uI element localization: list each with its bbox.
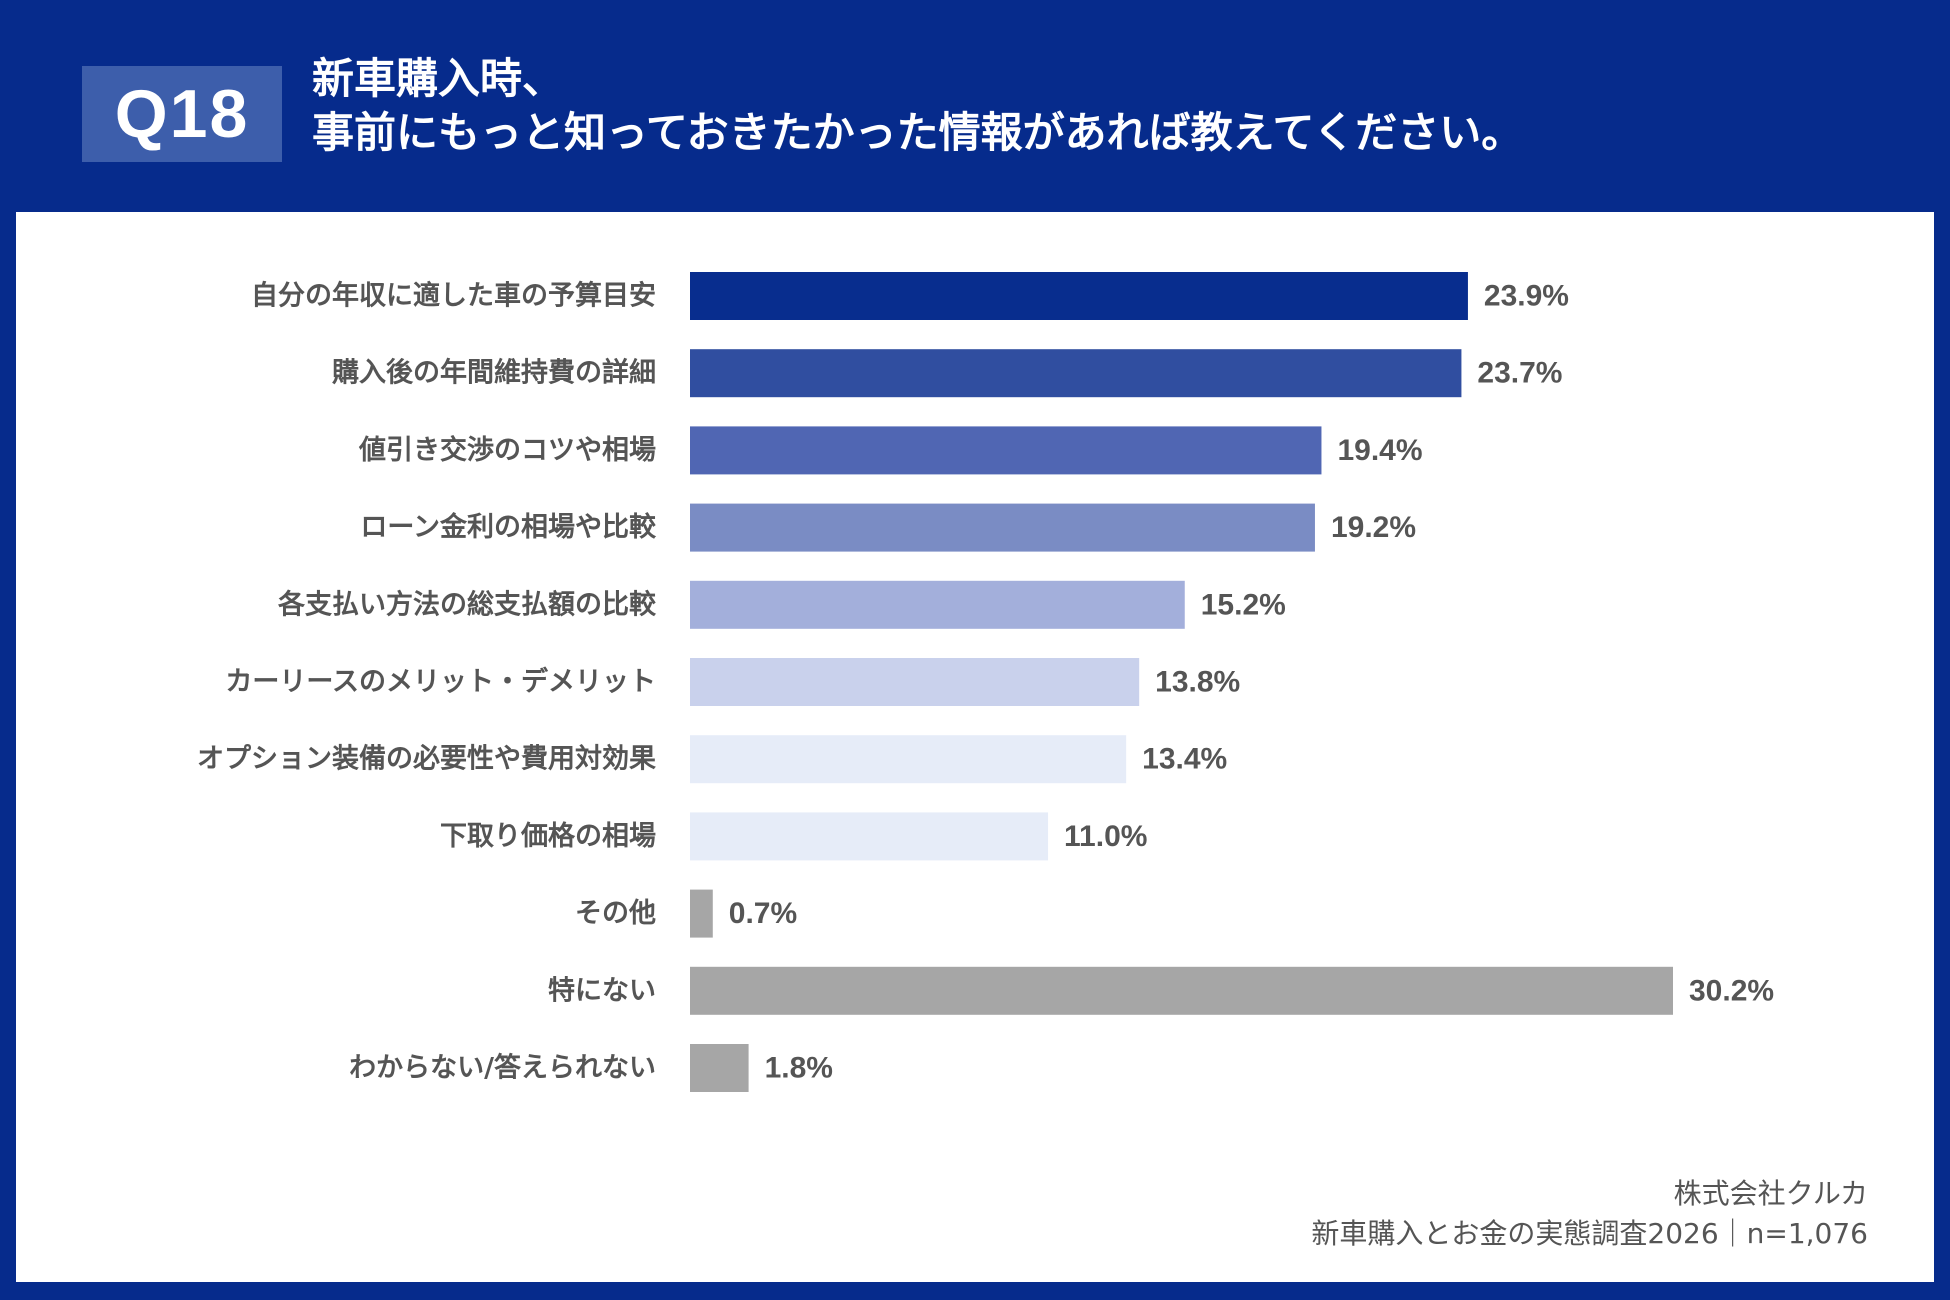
category-label: ローン金利の相場や比較 (360, 511, 657, 543)
category-label: その他 (575, 898, 656, 929)
bar (690, 812, 1049, 861)
bar (690, 580, 1185, 629)
chart-card: 自分の年収に適した車の予算目安 23.9% 購入後の年間維持費の詳細 23.7% 値引き… (16, 212, 1934, 1282)
question-badge: Q18 (82, 66, 282, 162)
question-title-line2: 事前にもっと知っておきたかった情報があれば教えてください。 (312, 108, 1524, 157)
value-label: 15.2% (1201, 588, 1286, 621)
bar-chart: 自分の年収に適した車の予算目安 23.9% 購入後の年間維持費の詳細 23.7% 値引き… (197, 272, 1774, 1092)
bar (690, 503, 1315, 552)
bar (690, 349, 1462, 398)
bar (690, 1044, 749, 1092)
value-label: 11.0% (1064, 820, 1147, 853)
value-label: 0.7% (729, 897, 797, 930)
category-label: 値引き交渉のコツや相場 (358, 434, 656, 466)
value-label: 13.4% (1142, 743, 1227, 776)
category-label: オプション装備の必要性や費用対効果 (197, 743, 656, 775)
question-title: 新車購入時、 事前にもっと知っておきたかった情報があれば教えてください。 (312, 52, 1912, 160)
bar (690, 426, 1322, 475)
category-label: 購入後の年間維持費の詳細 (332, 357, 656, 389)
source-note: 株式会社クルカ 新車購入とお金の実態調査2026｜n=1,076 (1311, 1174, 1868, 1254)
category-label: わからない/答えられない (349, 1052, 656, 1084)
category-label: 下取り価格の相場 (440, 821, 656, 852)
bar (690, 658, 1140, 706)
value-label: 19.2% (1331, 511, 1416, 544)
value-label: 23.9% (1484, 280, 1569, 313)
header: Q18 新車購入時、 事前にもっと知っておきたかった情報があれば教えてください。 (0, 0, 1950, 210)
bar (690, 735, 1127, 784)
bar (690, 889, 713, 938)
bar (690, 272, 1468, 320)
category-label: 各支払い方法の総支払額の比較 (277, 588, 657, 620)
source-survey: 新車購入とお金の実態調査2026｜n=1,076 (1311, 1217, 1868, 1250)
value-label: 1.8% (765, 1052, 833, 1085)
category-label: カーリースのメリット・デメリット (225, 666, 656, 698)
bar (690, 966, 1673, 1015)
value-label: 13.8% (1155, 666, 1240, 699)
value-label: 30.2% (1689, 974, 1774, 1007)
question-title-line1: 新車購入時、 (312, 54, 565, 103)
category-label: 特にない (548, 975, 656, 1006)
source-company: 株式会社クルカ (1673, 1177, 1868, 1210)
value-label: 23.7% (1477, 357, 1562, 390)
category-label: 自分の年収に適した車の予算目安 (251, 280, 656, 312)
value-label: 19.4% (1337, 434, 1422, 467)
